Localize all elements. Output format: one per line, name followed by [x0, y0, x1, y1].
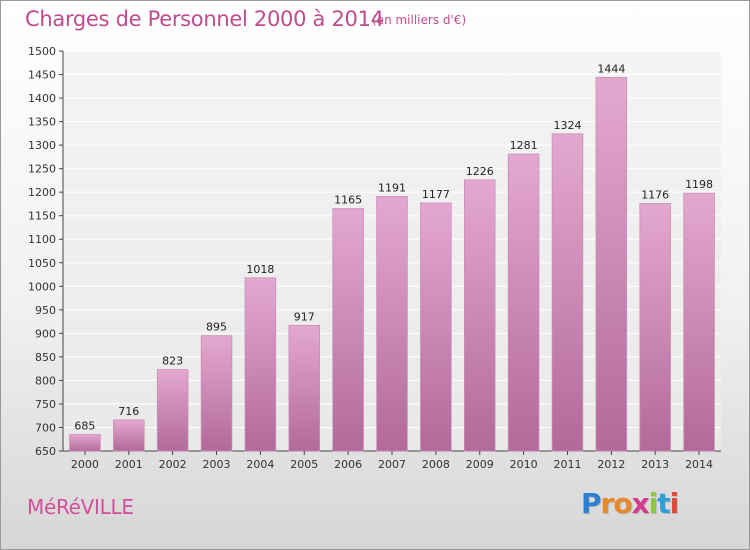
data-label: 1281: [510, 139, 538, 152]
data-label: 1177: [422, 188, 450, 201]
logo-letter: r: [600, 487, 615, 520]
y-tick-label: 1150: [28, 210, 56, 223]
y-tick-label: 1350: [28, 116, 56, 129]
x-tick-label: 2009: [466, 458, 494, 471]
y-tick-label: 1400: [28, 92, 56, 105]
bar: [420, 202, 452, 452]
y-tick-label: 700: [35, 421, 56, 434]
x-tick-label: 2008: [422, 458, 450, 471]
data-label: 1198: [685, 178, 713, 191]
x-tick-label: 2000: [71, 458, 99, 471]
data-label: 1165: [334, 194, 362, 207]
y-tick-label: 900: [35, 327, 56, 340]
data-label: 895: [206, 321, 227, 334]
data-label: 1324: [553, 119, 581, 132]
logo-letter: i: [648, 487, 659, 520]
bar: [156, 369, 189, 452]
y-tick-label: 1250: [28, 163, 56, 176]
y-tick-label: 1050: [28, 257, 56, 270]
x-tick-label: 2012: [597, 458, 625, 471]
y-tick-label: 1100: [28, 233, 56, 246]
bar: [551, 133, 584, 452]
data-label: 1018: [246, 263, 274, 276]
bar: [332, 208, 364, 452]
data-label: 1191: [378, 181, 406, 194]
bar: [595, 76, 628, 452]
logo-letter: i: [669, 487, 680, 520]
data-label: 716: [118, 405, 139, 418]
data-label: 1444: [597, 62, 625, 75]
bar: [288, 324, 321, 452]
y-tick-label: 650: [35, 445, 56, 458]
data-label: 823: [162, 355, 183, 368]
commune-name: MéRéVILLE: [27, 495, 134, 519]
x-tick-label: 2010: [510, 458, 538, 471]
logo-letter: P: [581, 487, 602, 520]
data-label: 685: [74, 420, 95, 433]
y-tick-label: 950: [35, 304, 56, 317]
y-tick-label: 1300: [28, 139, 56, 152]
proxiti-logo[interactable]: Proxiti: [581, 487, 680, 520]
x-tick-label: 2001: [115, 458, 143, 471]
bar: [683, 192, 715, 452]
y-tick-label: 1500: [28, 45, 56, 58]
bar: [113, 419, 145, 452]
bar: [376, 196, 408, 452]
y-tick-label: 800: [35, 374, 56, 387]
x-tick-label: 2002: [159, 458, 187, 471]
chart-subtitle: (en milliers d'€): [372, 13, 467, 27]
y-tick-label: 1200: [28, 186, 56, 199]
x-tick-label: 2011: [553, 458, 581, 471]
data-label: 1226: [466, 165, 494, 178]
data-label: 917: [294, 310, 315, 323]
bar: [639, 203, 671, 452]
x-tick-label: 2007: [378, 458, 406, 471]
chart-title: Charges de Personnel 2000 à 2014: [25, 7, 384, 31]
bar: [69, 434, 101, 452]
x-tick-label: 2004: [246, 458, 274, 471]
data-label: 1176: [641, 188, 669, 201]
logo-letter: o: [613, 487, 632, 520]
y-tick-label: 750: [35, 398, 56, 411]
y-tick-label: 850: [35, 351, 56, 364]
bar: [507, 153, 540, 452]
x-tick-label: 2006: [334, 458, 362, 471]
x-tick-label: 2005: [290, 458, 318, 471]
bar: [200, 335, 233, 452]
logo-letter: x: [631, 487, 650, 520]
logo-letter: t: [657, 487, 670, 520]
bar: [463, 179, 496, 452]
bar: [244, 277, 277, 452]
y-tick-label: 1000: [28, 280, 56, 293]
x-tick-label: 2003: [203, 458, 231, 471]
y-tick-label: 1450: [28, 69, 56, 82]
x-tick-label: 2013: [641, 458, 669, 471]
x-tick-label: 2014: [685, 458, 713, 471]
